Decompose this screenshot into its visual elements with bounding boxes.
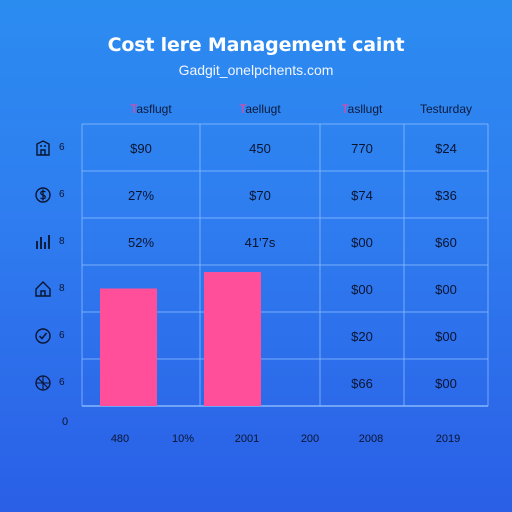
row-number: 6	[59, 189, 65, 200]
chart-subtitle: Gadgit_onelpchents.com	[178, 62, 334, 78]
x-tick-label: 480	[110, 433, 130, 445]
x-tick-label: 10%	[171, 433, 195, 445]
table-cell: $90	[130, 141, 152, 156]
row-number: 8	[59, 283, 65, 294]
dollar-icon	[35, 187, 51, 203]
table-cell: 41'7s	[244, 235, 276, 250]
table-cell: $00	[351, 235, 373, 250]
table-cell: $00	[435, 282, 457, 297]
row-number: 6	[59, 330, 65, 341]
column-header-accent: T	[239, 102, 246, 116]
table-cell: $60	[435, 235, 457, 250]
table-cell: $36	[435, 188, 457, 203]
bar	[204, 272, 261, 406]
table-cell: 52%	[127, 235, 155, 250]
x-tick-label: 2001	[234, 433, 260, 445]
x-tick-label: 2019	[435, 433, 461, 445]
table-cell: $74	[351, 188, 373, 203]
building-icon	[36, 140, 50, 156]
column-header-accent: T	[130, 102, 137, 116]
check-icon	[35, 328, 51, 344]
table-cell: $66	[351, 376, 373, 391]
table-cell: 450	[249, 141, 271, 156]
table-cell: $20	[351, 329, 373, 344]
row-number: 8	[59, 236, 65, 247]
table-cell: $00	[351, 282, 373, 297]
row-number: 6	[59, 377, 65, 388]
table-cell: $70	[249, 188, 271, 203]
row-number: 6	[59, 142, 65, 153]
column-header-text: Testurday	[419, 102, 473, 116]
chart-icon	[36, 235, 50, 249]
column-header-accent: T	[341, 102, 348, 116]
network-icon	[35, 375, 51, 391]
zero-axis-label: 0	[62, 416, 69, 428]
table-cell: $24	[435, 141, 457, 156]
x-tick-label: 200	[300, 433, 320, 445]
table-cell: $00	[435, 329, 457, 344]
table-cell: 27%	[127, 188, 155, 203]
column-header: Testurday	[396, 102, 496, 116]
column-header-text: aellugt	[245, 102, 281, 116]
table-cell: $00	[435, 376, 457, 391]
home-icon	[35, 281, 51, 297]
column-header: Tasflugt	[101, 102, 201, 116]
column-header: Taellugt	[210, 102, 310, 116]
bar	[100, 288, 157, 406]
column-header: Tasllugt	[312, 102, 412, 116]
x-tick-label: 2008	[358, 433, 384, 445]
column-header-text: asflugt	[136, 102, 172, 116]
column-header-text: asllugt	[347, 102, 383, 116]
table-cell: 770	[351, 141, 373, 156]
chart-title: Cost lere Management caint	[107, 34, 405, 56]
